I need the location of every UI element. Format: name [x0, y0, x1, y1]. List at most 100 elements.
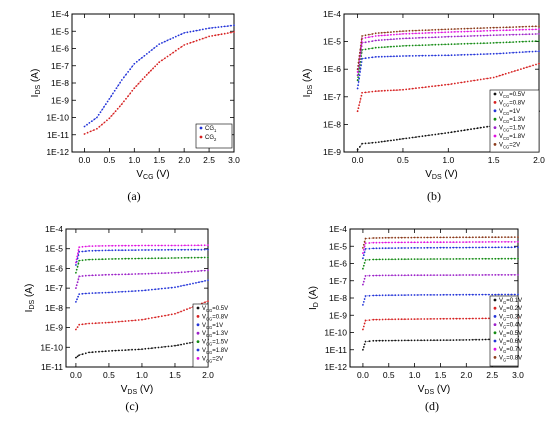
data-point [164, 257, 167, 259]
data-point [442, 258, 445, 260]
data-point [526, 66, 528, 69]
data-point [471, 258, 474, 260]
data-point [408, 88, 411, 90]
data-point [399, 30, 401, 33]
data-point [420, 318, 422, 320]
data-point [129, 68, 132, 71]
data-point [396, 38, 398, 40]
y-axis-title: IDS (A) [30, 69, 42, 98]
data-point [513, 241, 516, 243]
plot-frame [65, 228, 209, 368]
data-point [356, 87, 359, 90]
data-point [174, 244, 176, 247]
data-point [413, 241, 416, 244]
data-point [88, 245, 90, 248]
data-point [457, 54, 459, 56]
data-point [374, 90, 377, 93]
data-point [180, 343, 182, 346]
data-point [384, 274, 387, 277]
data-point [364, 36, 367, 39]
data-point [465, 236, 468, 239]
data-point [502, 26, 505, 29]
data-point [371, 90, 374, 93]
data-point [447, 28, 450, 31]
data-point [424, 86, 427, 88]
data-point [491, 293, 494, 296]
data-point [481, 241, 484, 243]
data-point [81, 323, 84, 326]
data-point [465, 246, 468, 249]
data-point [137, 273, 140, 275]
data-point [479, 53, 482, 56]
data-point [390, 139, 392, 142]
data-point [486, 27, 489, 29]
data-point [492, 34, 495, 37]
data-point [127, 249, 130, 252]
data-point [140, 57, 143, 59]
data-point [189, 41, 192, 44]
data-point [508, 26, 511, 29]
data-point [458, 317, 461, 320]
data-point [396, 55, 398, 58]
data-point [502, 34, 505, 36]
data-point [449, 317, 452, 320]
data-point [167, 244, 170, 247]
y-tick-label: 1E-9 [323, 147, 341, 157]
data-point [505, 41, 508, 44]
data-point [167, 257, 170, 259]
data-point [144, 289, 147, 292]
data-point [360, 94, 363, 97]
y-axis-title: IDS (A) [302, 69, 314, 98]
data-point [484, 246, 487, 249]
data-point [462, 339, 464, 341]
legend-marker [493, 356, 497, 359]
data-point [75, 268, 78, 271]
data-point [94, 258, 97, 261]
data-point [457, 28, 459, 30]
data-point [230, 31, 232, 34]
data-point [76, 281, 79, 284]
data-point [411, 29, 414, 32]
data-point [363, 277, 366, 280]
data-point [458, 293, 461, 296]
data-point [378, 274, 381, 277]
data-point [372, 237, 375, 239]
data-point [386, 46, 389, 48]
data-point [193, 248, 196, 251]
data-point [368, 33, 370, 36]
data-point [157, 288, 160, 290]
data-point [384, 258, 387, 261]
data-point [500, 293, 503, 296]
data-point [94, 322, 97, 325]
data-point [431, 43, 433, 46]
data-point [375, 241, 378, 244]
data-point [378, 258, 381, 261]
data-point [153, 47, 156, 49]
data-point [458, 274, 461, 276]
data-point [458, 246, 461, 249]
data-point [123, 76, 125, 79]
data-point [453, 28, 456, 30]
data-point [98, 245, 100, 247]
data-point [418, 36, 420, 39]
data-point [444, 43, 446, 46]
data-point [125, 97, 127, 100]
legend-entry: VCG=0.8V [202, 314, 228, 321]
data-point [420, 339, 422, 342]
data-point [479, 78, 482, 81]
data-point [437, 54, 440, 57]
data-point [434, 133, 437, 136]
y-tick-label: 1E-4 [323, 9, 341, 19]
data-point [413, 318, 416, 320]
data-point [497, 246, 500, 249]
data-point [404, 236, 406, 239]
data-point [127, 257, 130, 260]
data-point [377, 55, 380, 58]
data-point [515, 29, 518, 31]
data-point [78, 250, 81, 253]
y-tick-label: 1E-4 [329, 224, 347, 234]
data-point [442, 339, 445, 341]
data-point [466, 53, 469, 56]
data-point [421, 29, 424, 32]
data-point [114, 273, 117, 276]
